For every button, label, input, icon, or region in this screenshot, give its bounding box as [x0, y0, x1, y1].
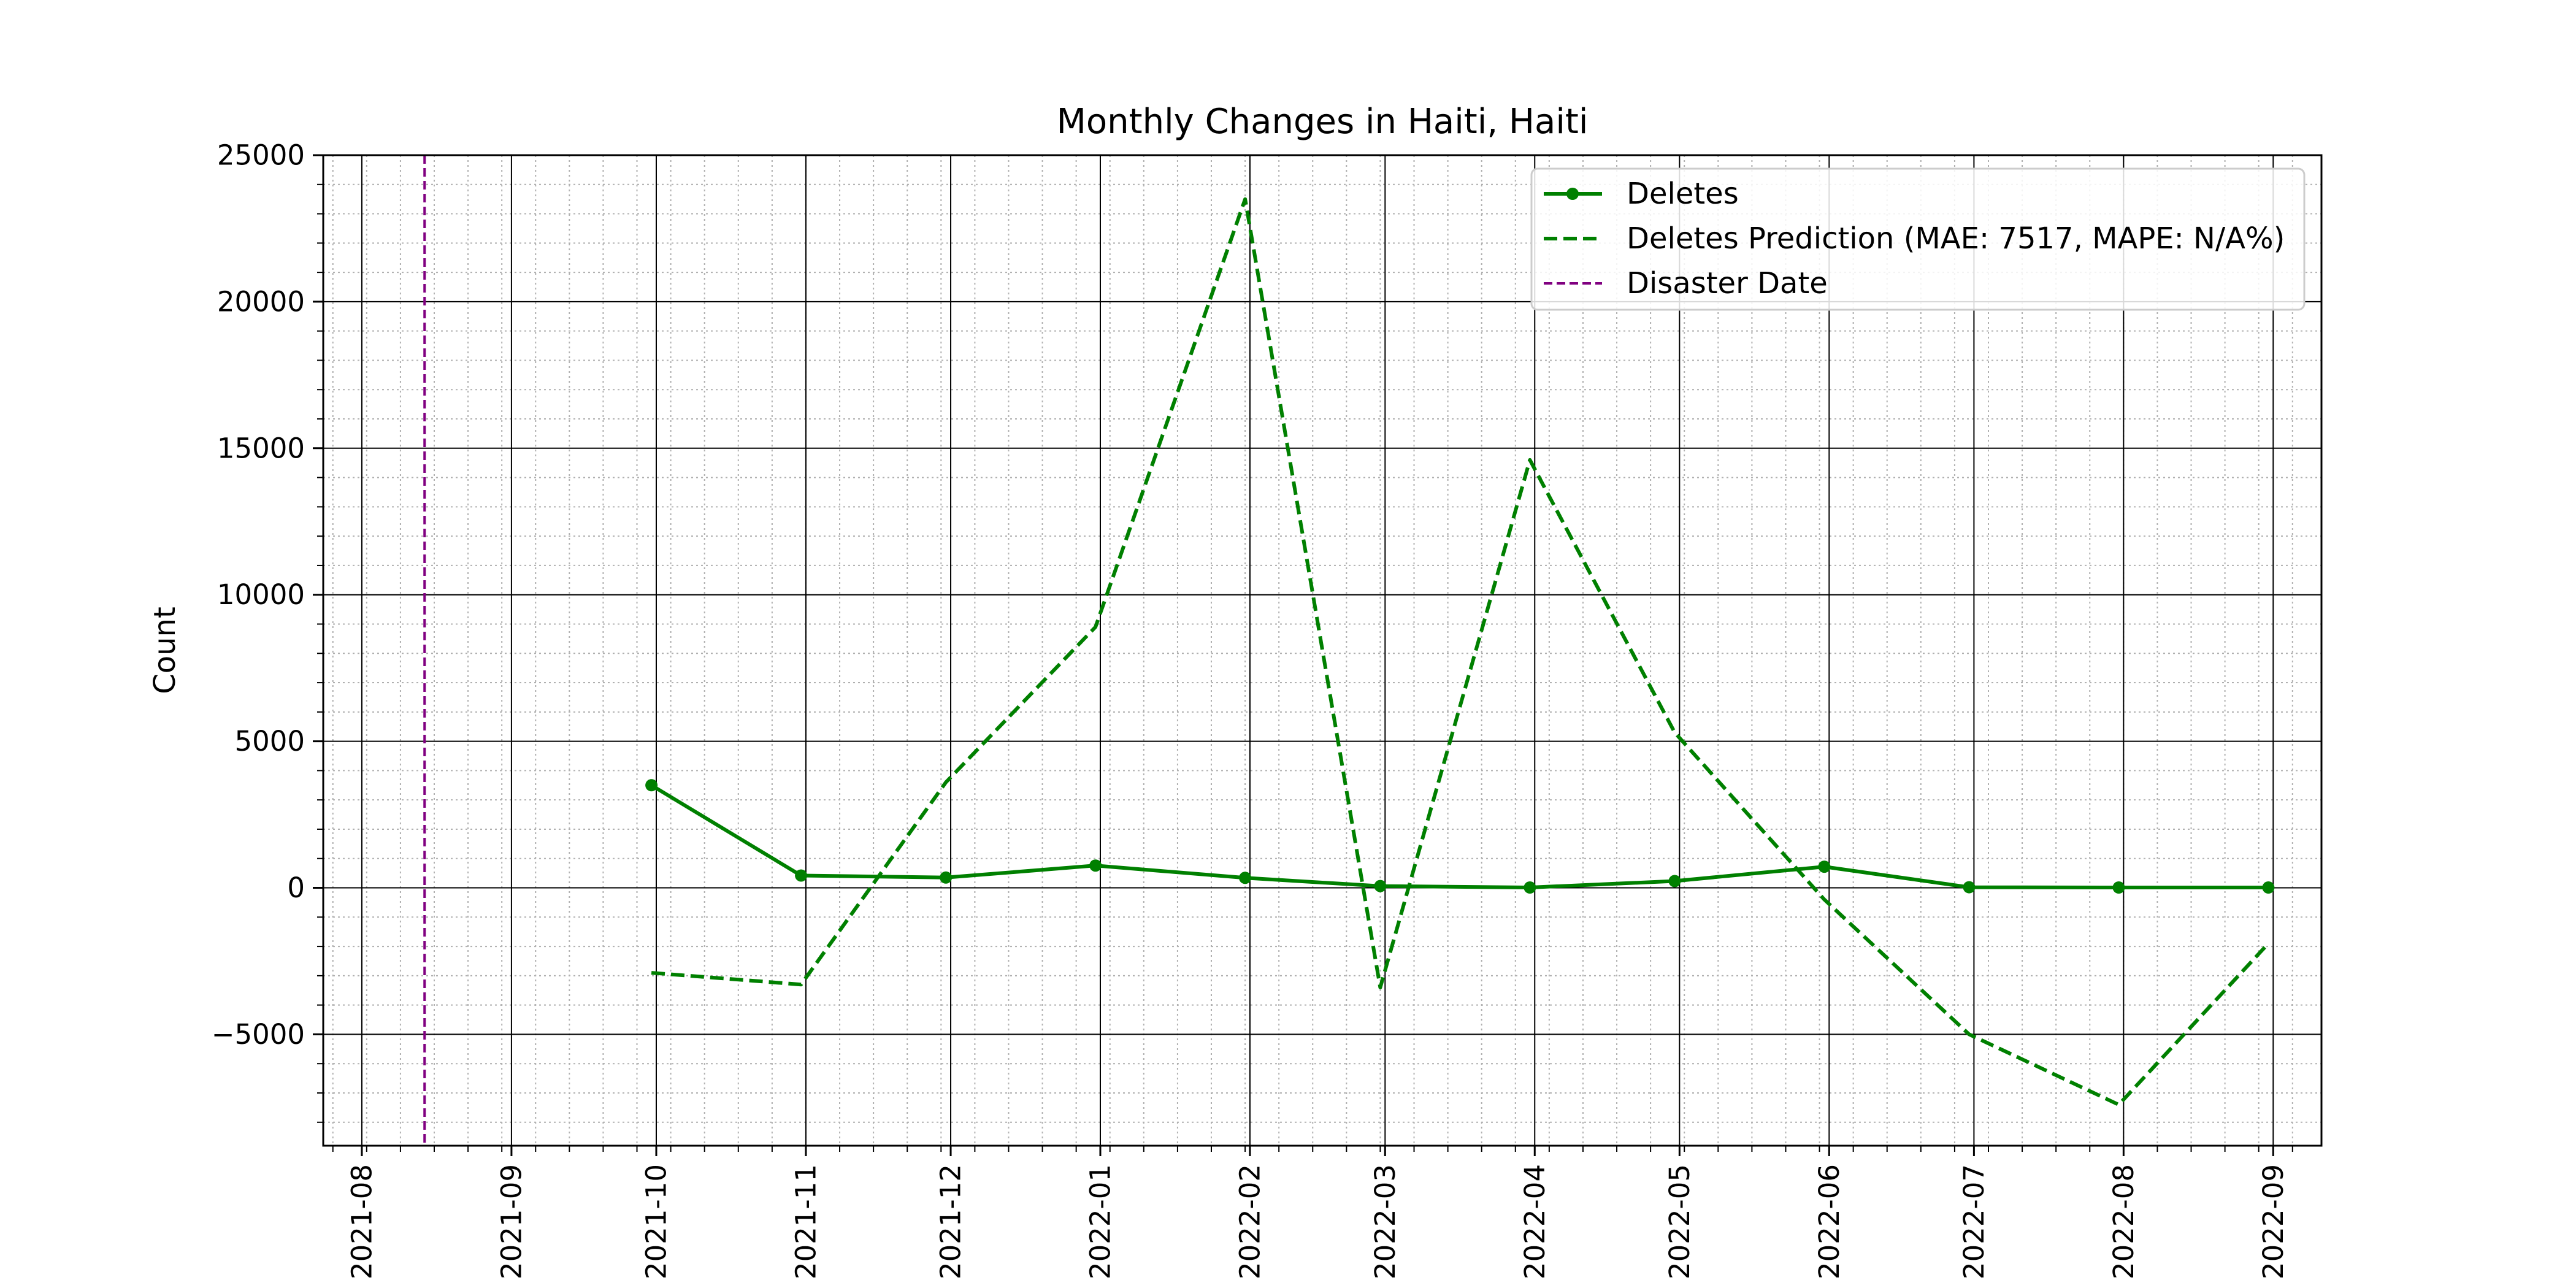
- x-tick-label: 2022-08: [2107, 1164, 2140, 1279]
- deletes-data-point: [1963, 881, 1976, 894]
- deletes-data-point: [1089, 859, 1102, 872]
- x-tick-label: 2022-06: [1813, 1164, 1846, 1279]
- plot-frame: [322, 154, 2323, 1147]
- legend-entry-deletes-label: Deletes: [1627, 177, 1739, 211]
- x-tick-label: 2022-03: [1369, 1164, 1401, 1279]
- y-tick-label: 5000: [234, 725, 305, 757]
- y-tick-label: 25000: [217, 139, 305, 172]
- x-tick-label: 2021-09: [495, 1164, 527, 1279]
- deletes-prediction-line: [651, 197, 2270, 1107]
- x-tick-label: 2021-10: [640, 1164, 673, 1279]
- deletes-data-point: [645, 779, 658, 792]
- deletes-data-point: [2112, 881, 2125, 894]
- x-tick-label: 2022-02: [1233, 1164, 1266, 1279]
- y-tick-label: 20000: [217, 285, 305, 318]
- x-axis: 2021-08 2021-09 2021-10 2021-11 2021-12 2022-…: [332, 1146, 2293, 1279]
- deletes-data-point: [1818, 861, 1831, 873]
- x-tick-label: 2022-05: [1663, 1164, 1696, 1279]
- y-axis: −5000 0 5000 10000 15000 20000 25000: [212, 139, 323, 1123]
- y-tick-label: 10000: [217, 578, 305, 611]
- chart-title: Monthly Changes in Haiti, Haiti: [1057, 102, 1589, 142]
- x-tick-label: 2022-07: [1958, 1164, 1990, 1279]
- x-tick-label: 2022-01: [1084, 1164, 1117, 1279]
- legend-box: [1530, 167, 2306, 311]
- deletes-data-point: [940, 871, 953, 884]
- deletes-data-point: [795, 869, 808, 882]
- y-axis-label: Count: [148, 607, 182, 694]
- x-tick-label: 2021-08: [345, 1164, 378, 1279]
- y-tick-label: −5000: [212, 1018, 305, 1051]
- deletes-data-point: [1374, 880, 1387, 892]
- deletes-data-point: [1239, 872, 1252, 884]
- deletes-data-point: [1668, 875, 1681, 887]
- deletes-data-point: [1524, 881, 1536, 894]
- x-tick-label: 2021-12: [935, 1164, 967, 1279]
- y-tick-label: 15000: [217, 432, 305, 464]
- x-tick-label: 2022-09: [2257, 1164, 2290, 1279]
- legend-entry-disaster-date-label: Disaster Date: [1627, 266, 1828, 301]
- legend: Deletes Deletes Prediction (MAE: 7517, MA…: [1530, 167, 2306, 311]
- deletes-line: [650, 783, 2269, 889]
- x-tick-label: 2021-11: [789, 1164, 822, 1279]
- y-tick-label: 0: [287, 872, 305, 904]
- series-layer: [645, 197, 2275, 1107]
- legend-entry-deletes-marker: [1566, 188, 1579, 200]
- legend-entry-deletes-prediction-label: Deletes Prediction (MAE: 7517, MAPE: N/A…: [1627, 221, 2285, 256]
- x-tick-label: 2022-04: [1519, 1164, 1551, 1279]
- deletes-data-point: [2262, 881, 2275, 894]
